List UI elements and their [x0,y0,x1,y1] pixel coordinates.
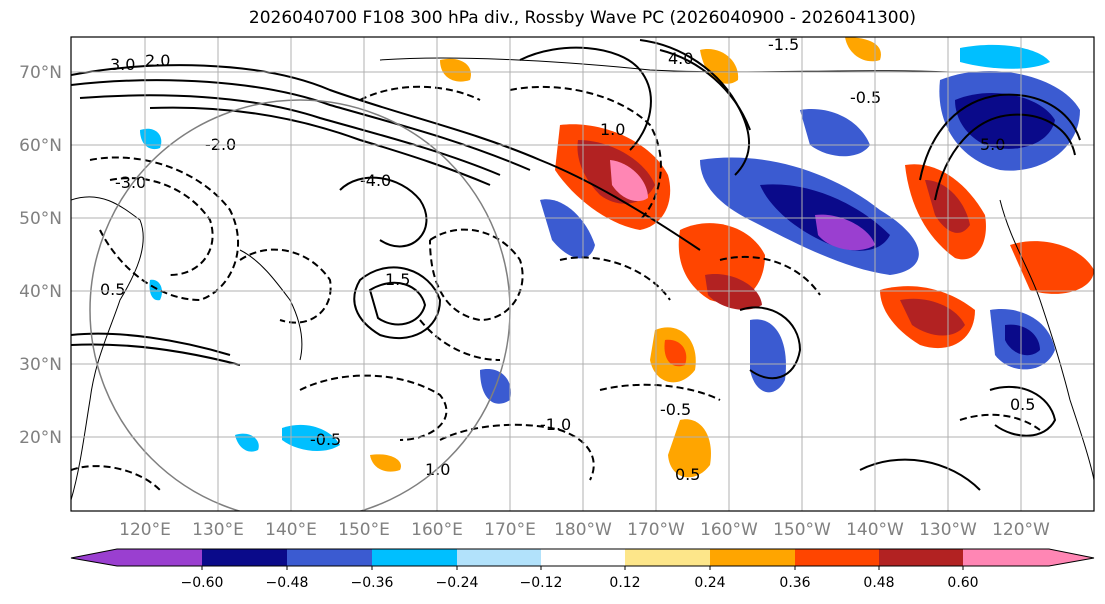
contour-label: -1.5 [768,35,799,54]
lat-label: 60°N [19,136,62,156]
colorbar-tick-label: −0.60 [181,575,224,591]
lat-label: 50°N [19,209,62,229]
lon-label: 170°W [627,520,685,540]
lon-label: 140°W [846,520,904,540]
lon-label: 160°E [411,520,463,540]
map-plot-area: 3.0 2.0 4.0 -2.0 5.0 -1.5 1.0 -0.5 0.5 -… [71,35,1094,511]
lon-label: 130°E [192,520,244,540]
colorbar-ticks [201,566,964,570]
map-title: 2026040700 F108 300 hPa div., Rossby Wav… [248,8,917,28]
colorbar-segment [963,549,1049,566]
colorbar-segment [202,549,287,566]
colorbar-tick-labels: −0.60 −0.48 −0.36 −0.24 −0.12 0.12 0.24 … [181,575,979,591]
lat-label: 70°N [19,63,62,83]
colorbar-segment [372,549,457,566]
colorbar-max-extend [1049,549,1094,566]
lat-label: 20°N [19,428,62,448]
contour-label: 1.5 [385,270,410,289]
colorbar-segment [287,549,372,566]
colorbar-segment [117,549,202,566]
longitude-labels: 120°E 130°E 140°E 150°E 160°E 170°E 180°… [119,520,1050,540]
contour-labels: 3.0 2.0 4.0 -2.0 5.0 -1.5 1.0 -0.5 0.5 -… [100,35,1035,484]
colorbar-segment [795,549,879,566]
lon-label: 180°W [554,520,612,540]
lat-label: 30°N [19,355,62,375]
colorbar-tick-label: 0.24 [694,575,725,591]
colorbar-segment [710,549,795,566]
colorbar-tick-label: 0.48 [863,575,894,591]
colorbar-tick-label: 0.12 [609,575,640,591]
colorbar-tick-label: −0.48 [266,575,309,591]
lat-label: 40°N [19,282,62,302]
lon-label: 150°E [338,520,390,540]
contour-label: -1.0 [540,415,571,434]
colorbar-tick-label: 0.36 [779,575,810,591]
colorbar-min-extend [71,549,117,566]
contour-label: 0.5 [100,280,125,299]
coastlines [71,57,1094,501]
contour-label: 1.0 [600,120,625,139]
lon-label: 150°W [773,520,831,540]
contour-label: -0.5 [310,430,341,449]
colorbar-tick-label: −0.12 [520,575,563,591]
colorbar-tick-label: −0.36 [351,575,394,591]
lon-label: 170°E [484,520,536,540]
colorbar-segment [541,549,625,566]
colorbar-tick-label: 0.60 [947,575,978,591]
colorbar-tick-label: −0.24 [436,575,479,591]
contour-label: 0.5 [675,465,700,484]
lon-label: 130°W [919,520,977,540]
colorbar-segment [625,549,710,566]
colorbar-segment [457,549,541,566]
colorbar-segment [879,549,963,566]
lon-label: 140°E [265,520,317,540]
contour-label: 3.0 [110,55,135,74]
map-frame [70,36,1095,512]
negative-contours [71,85,1041,491]
contour-label: 4.0 [668,49,693,68]
lon-label: 120°W [992,520,1050,540]
contour-label: 2.0 [145,51,170,70]
lon-label: 160°W [700,520,758,540]
divergence-shading [140,37,1094,478]
contour-label: -3.0 [115,173,146,192]
contour-label: -4.0 [360,171,391,190]
colorbar [70,548,1095,567]
contour-label: 0.5 [1010,395,1035,414]
latitude-labels: 70°N 60°N 50°N 40°N 30°N 20°N [19,63,62,448]
contour-label: -0.5 [850,88,881,107]
contour-label: -0.5 [660,400,691,419]
colorbar-outline [70,548,1095,567]
gridlines [71,37,1094,511]
lon-label: 120°E [119,520,171,540]
